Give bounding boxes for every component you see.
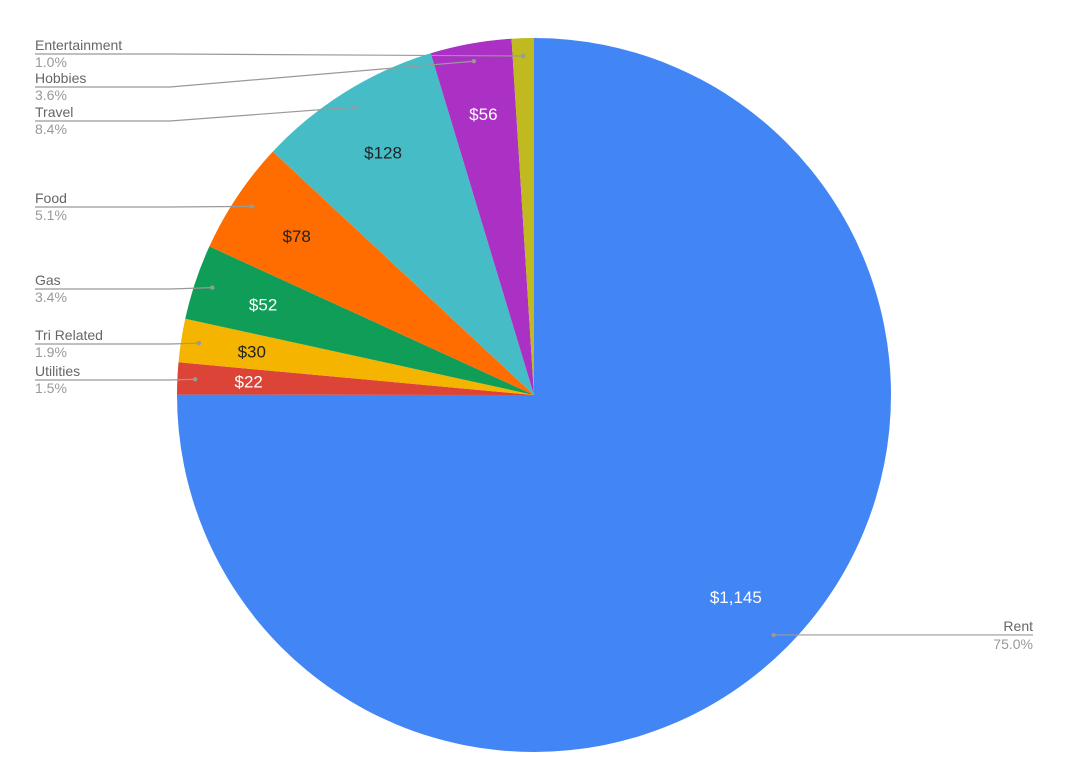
legend-name-rent: Rent: [1003, 618, 1033, 634]
leader-dot-entertainment: [521, 53, 526, 59]
pie-slice-hobbies[interactable]: [430, 38, 534, 395]
pie-slice-travel[interactable]: [272, 53, 534, 395]
legend-percent-utilities: 1.5%: [35, 380, 67, 396]
legend-name-utilities: Utilities: [35, 363, 80, 379]
legend-percent-entertainment: 1.0%: [35, 54, 67, 70]
leader-line-entertainment: [35, 53, 524, 57]
legend-name-tri-related: Tri Related: [35, 327, 103, 343]
slice-value-label-travel: $128: [364, 144, 402, 163]
legend-percent-rent: 75.0%: [993, 636, 1033, 652]
slice-value-label-rent: $1,145: [710, 588, 762, 607]
leader-dot-food: [249, 204, 255, 209]
legend-name-travel: Travel: [35, 104, 73, 120]
slice-value-label-hobbies: $56: [469, 105, 497, 124]
leader-dot-rent: [771, 632, 776, 638]
legend-name-entertainment: Entertainment: [35, 37, 122, 53]
slice-value-label-utilities: $22: [235, 373, 263, 392]
pie-slice-gas[interactable]: [185, 246, 534, 395]
legend-percent-gas: 3.4%: [35, 289, 67, 305]
leader-line-tri-related: [35, 342, 199, 345]
legend-percent-tri-related: 1.9%: [35, 344, 67, 360]
pie-slice-utilities[interactable]: [177, 362, 534, 395]
leader-dot-hobbies: [471, 59, 477, 64]
legend-name-gas: Gas: [35, 272, 61, 288]
leader-line-utilities: [35, 378, 196, 381]
pie-slice-entertainment[interactable]: [511, 38, 534, 395]
pie-slice-food[interactable]: [209, 151, 534, 395]
slice-value-label-gas: $52: [249, 296, 277, 315]
leader-dot-gas: [210, 285, 215, 290]
leader-line-food: [35, 205, 253, 208]
legend-name-food: Food: [35, 190, 67, 206]
leader-line-gas: [35, 286, 213, 290]
legend-percent-hobbies: 3.6%: [35, 87, 67, 103]
pie-slice-tri-related[interactable]: [178, 318, 534, 395]
legend-name-hobbies: Hobbies: [35, 70, 86, 86]
leader-dot-travel: [352, 104, 357, 110]
leader-dot-utilities: [193, 377, 198, 382]
slice-value-label-food: $78: [282, 227, 310, 246]
legend-percent-travel: 8.4%: [35, 121, 67, 137]
leader-line-hobbies: [35, 60, 474, 88]
leader-line-travel: [35, 106, 355, 122]
legend-percent-food: 5.1%: [35, 207, 67, 223]
slice-value-label-tri-related: $30: [238, 342, 266, 361]
leader-dot-tri-related: [196, 340, 202, 346]
